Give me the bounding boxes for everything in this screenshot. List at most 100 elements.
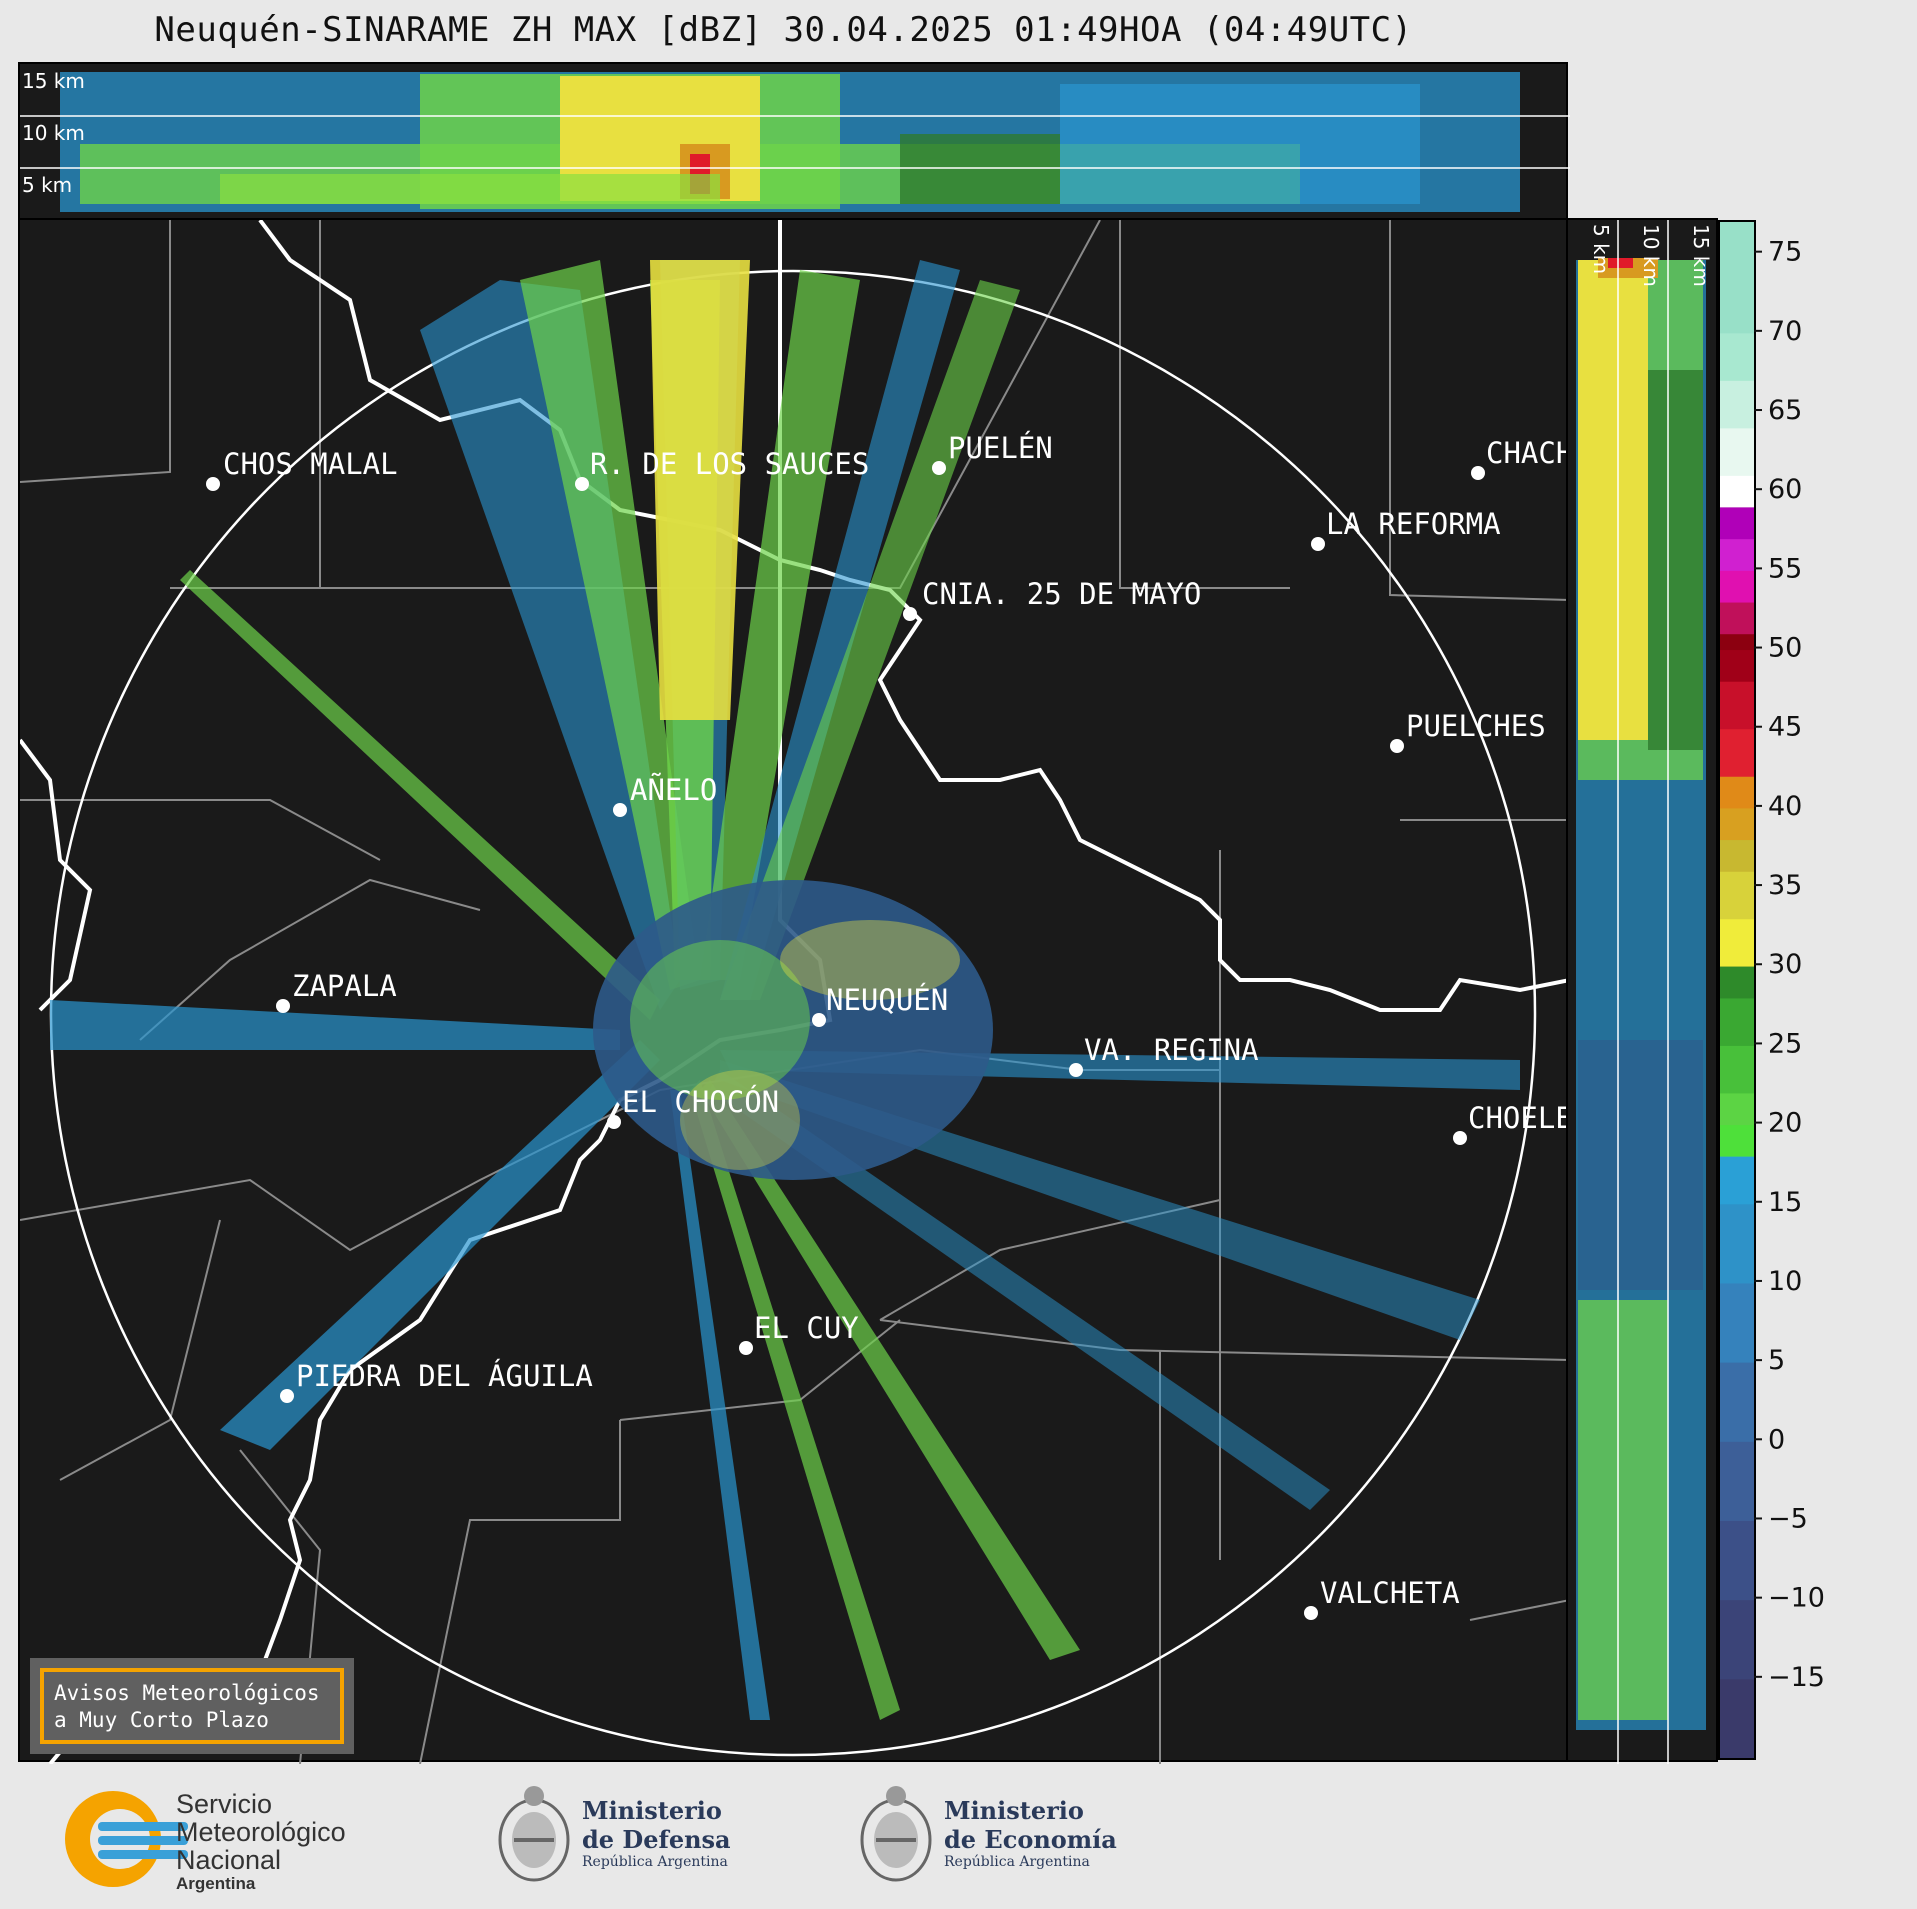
colorbar-tick-label: 70 xyxy=(1768,316,1802,347)
city-marker xyxy=(1069,1063,1083,1077)
colorbar-tick-label: 60 xyxy=(1768,474,1802,505)
city-marker xyxy=(1471,466,1485,480)
colorbar-tick-label: 50 xyxy=(1768,633,1802,664)
city-label: R. DE LOS SAUCES xyxy=(590,447,869,481)
city-marker xyxy=(932,461,946,475)
colorbar-tick-label: 40 xyxy=(1768,791,1802,822)
notice-line-1: Avisos Meteorológicos xyxy=(54,1681,320,1705)
defensa-line-3: República Argentina xyxy=(582,1854,728,1870)
city-label: LA REFORMA xyxy=(1326,507,1501,541)
defensa-logo: Ministerio de Defensa República Argentin… xyxy=(494,1778,754,1898)
colorbar-segment xyxy=(1720,1156,1754,1205)
colorbar-segment xyxy=(1720,1124,1754,1157)
colorbar-segment xyxy=(1720,1362,1754,1442)
colorbar-segment xyxy=(1720,776,1754,809)
colorbar-segment xyxy=(1720,332,1754,381)
colorbar-tick-label: 35 xyxy=(1768,870,1802,901)
smn-logo: Servicio Meteorológico Nacional Argentin… xyxy=(58,1784,378,1894)
top-height-label-15km: 15 km xyxy=(22,69,85,93)
colorbar-segment xyxy=(1720,570,1754,603)
city-marker xyxy=(1390,739,1404,753)
side-height-label-15km: 15 km xyxy=(1689,224,1713,287)
top-cross-section-panel: 15 km 10 km 5 km xyxy=(18,62,1570,220)
colorbar-tick-label: 75 xyxy=(1768,237,1802,268)
side-height-label-5km: 5 km xyxy=(1589,224,1613,274)
city-label: EL CUY xyxy=(754,1311,859,1345)
city-marker xyxy=(280,1389,294,1403)
city-label: CHOELE xyxy=(1468,1101,1570,1135)
colorbar-segment xyxy=(1720,1441,1754,1521)
colorbar-segment xyxy=(1720,681,1754,730)
city-label: AÑELO xyxy=(630,773,717,807)
economia-line-2: de Economía xyxy=(944,1825,1117,1854)
city-marker xyxy=(1304,1606,1318,1620)
city-marker xyxy=(739,1341,753,1355)
coat-of-arms-icon xyxy=(860,1786,932,1882)
footer-logos: Servicio Meteorológico Nacional Argentin… xyxy=(0,1768,1917,1909)
economia-line-3: República Argentina xyxy=(944,1854,1090,1870)
top-echo-band xyxy=(60,72,1520,212)
colorbar-segment xyxy=(1720,1599,1754,1680)
colorbar-segment xyxy=(1720,222,1754,334)
city-label: CNIA. 25 DE MAYO xyxy=(922,577,1201,611)
city-label: ZAPALA xyxy=(292,969,397,1003)
defensa-line-2: de Defensa xyxy=(582,1825,731,1854)
colorbar-segment xyxy=(1720,380,1754,429)
radar-map: CHOS MALAL R. DE LOS SAUCES PUELÉN CHACH… xyxy=(20,220,1570,1764)
colorbar-tick-label: −15 xyxy=(1768,1662,1825,1693)
smn-line-3: Nacional xyxy=(176,1845,282,1875)
city-marker xyxy=(812,1013,826,1027)
colorbar-segment xyxy=(1720,997,1754,1046)
colorbar-tick-label: 15 xyxy=(1768,1187,1802,1218)
notice-line-2: a Muy Corto Plazo xyxy=(54,1708,269,1732)
top-height-label-5km: 5 km xyxy=(22,173,72,197)
economia-logo: Ministerio de Economía República Argenti… xyxy=(856,1778,1136,1898)
colorbar-segment xyxy=(1720,649,1754,682)
city-label: PUELCHES xyxy=(1406,709,1546,743)
city-labels: CHOS MALAL R. DE LOS SAUCES PUELÉN CHACH… xyxy=(223,431,1570,1610)
colorbar-segment xyxy=(1720,1092,1754,1126)
colorbar-tick-label: 10 xyxy=(1768,1266,1802,1297)
city-marker xyxy=(903,607,917,621)
city-label: PIEDRA DEL ÁGUILA xyxy=(296,1359,593,1393)
colorbar-segment xyxy=(1720,966,1754,999)
smn-line-4: Argentina xyxy=(176,1874,256,1893)
colorbar-segment xyxy=(1720,538,1754,571)
colorbar-tick-label: 55 xyxy=(1768,553,1802,584)
side-cross-section-panel: 5 km 10 km 15 km xyxy=(1566,218,1718,1764)
colorbar-segment xyxy=(1720,602,1754,635)
colorbar-tick-label: 25 xyxy=(1768,1028,1802,1059)
colorbar-segment xyxy=(1720,918,1754,967)
colorbar-segment xyxy=(1720,807,1754,841)
colorbar-tick-label: 45 xyxy=(1768,712,1802,743)
reflectivity-echoes xyxy=(50,260,1520,1720)
city-label: CHACH xyxy=(1486,436,1570,470)
reflectivity-colorbar xyxy=(1718,220,1756,1760)
colorbar-segment xyxy=(1720,1678,1754,1758)
smn-line-2: Meteorológico xyxy=(176,1817,346,1847)
colorbar-segment xyxy=(1720,871,1754,920)
colorbar-segment xyxy=(1720,633,1754,651)
colorbar-tick-label: 20 xyxy=(1768,1108,1802,1139)
city-markers xyxy=(206,461,1485,1620)
city-label: PUELÉN xyxy=(948,431,1053,465)
colorbar-tick-label: −10 xyxy=(1768,1583,1825,1614)
map-title: Neuquén-SINARAME ZH MAX [dBZ] 30.04.2025… xyxy=(154,10,1413,50)
colorbar-segment xyxy=(1720,1282,1754,1363)
coat-of-arms-icon xyxy=(498,1786,570,1882)
notice-frame: Avisos Meteorológicos a Muy Corto Plazo xyxy=(40,1668,344,1744)
side-cross-section-plot: 5 km 10 km 15 km xyxy=(1576,220,1713,1764)
smn-line-1: Servicio xyxy=(176,1789,273,1819)
colorbar-tick-label: 30 xyxy=(1768,949,1802,980)
city-marker xyxy=(575,477,589,491)
colorbar-segment xyxy=(1720,1045,1754,1094)
colorbar-scale xyxy=(1720,222,1754,1758)
city-marker xyxy=(276,999,290,1013)
defensa-line-1: Ministerio xyxy=(582,1796,722,1825)
city-marker xyxy=(206,477,220,491)
city-label: VALCHETA xyxy=(1320,1576,1460,1610)
economia-line-1: Ministerio xyxy=(944,1796,1084,1825)
colorbar-tick-label: 65 xyxy=(1768,395,1802,426)
colorbar-segment xyxy=(1720,839,1754,872)
